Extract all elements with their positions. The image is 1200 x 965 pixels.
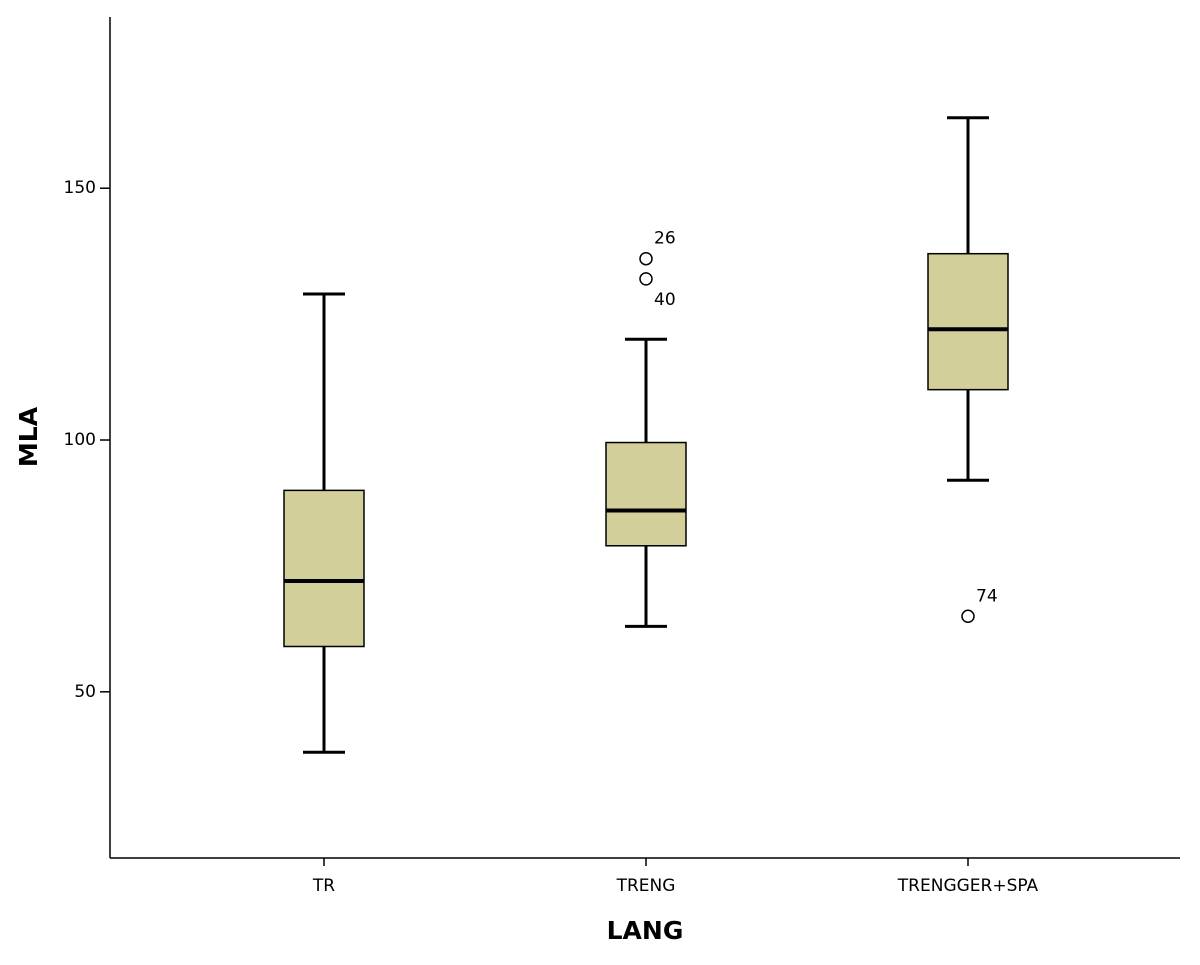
outlier <box>639 272 653 286</box>
y-tick-label: 50 <box>74 682 96 702</box>
y-tick-label: 100 <box>64 430 96 450</box>
outlier <box>961 609 975 624</box>
x-tick-label: TRENGGER+SPA <box>897 876 1039 896</box>
box <box>283 489 365 648</box>
x-tick-label: TRENG <box>616 876 676 896</box>
outlier-label: 74 <box>976 586 998 606</box>
outlier-label: 40 <box>654 290 676 310</box>
box <box>927 252 1009 391</box>
x-axis-title: LANG <box>607 916 684 945</box>
outlier <box>639 251 653 266</box>
y-tick-label: 150 <box>64 178 96 198</box>
box <box>605 441 687 547</box>
y-axis-title: MLA <box>14 406 43 467</box>
outlier-label: 26 <box>654 229 676 249</box>
x-tick-label: TR <box>312 876 335 896</box>
